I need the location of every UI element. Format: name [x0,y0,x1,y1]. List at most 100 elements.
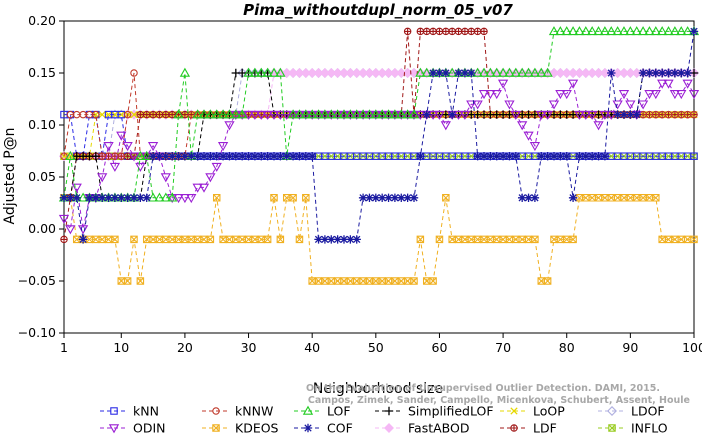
data-point [491,67,502,77]
data-point [510,67,521,77]
legend-item-knn: kNN [100,404,159,419]
data-point [295,235,304,244]
data-point [384,406,394,416]
data-point [141,150,152,160]
data-point [198,109,210,119]
data-point [593,121,604,131]
data-point [676,90,687,100]
data-point [211,109,222,119]
data-point [416,27,425,36]
legend-item-lof: LOF [294,404,351,419]
data-point [109,162,121,172]
data-point [485,67,496,77]
data-point [136,110,145,119]
data-point [135,162,146,172]
data-point [517,121,528,131]
data-point [262,110,273,120]
data-point [65,225,76,235]
legend-label: LDOF [631,404,665,419]
data-point [637,26,649,36]
data-point [301,152,311,161]
data-point [650,26,661,36]
data-point [212,424,220,432]
data-point [688,90,700,100]
x-tick-label: 10 [113,340,129,355]
data-point [346,235,355,244]
data-point [606,110,617,120]
y-tick-label: 0.20 [28,13,56,28]
data-point [358,193,368,202]
data-point [669,26,681,36]
data-point [281,110,292,120]
data-point [237,109,248,119]
data-point [461,27,469,36]
series-layer [58,26,700,285]
data-point [111,235,119,244]
data-point [491,90,502,100]
data-point [130,110,138,119]
legend-label: SimplifiedLOF [408,404,494,419]
data-point [530,193,540,202]
data-point [263,235,272,244]
legend-item-simplifiedlof: SimplifiedLOF [375,404,494,419]
legend-item-fastabod: FastABOD [375,421,470,434]
data-point [472,67,483,77]
data-point [206,235,215,244]
data-point [206,152,215,161]
data-point [173,194,184,204]
data-point [275,67,286,77]
data-point [136,193,145,202]
data-point [447,110,457,119]
data-point [612,100,623,110]
legend-item-ldof: LDOF [598,404,665,419]
data-point [326,109,337,119]
data-point [307,109,318,119]
data-point [180,152,190,161]
data-point [211,162,222,172]
data-point [104,193,113,202]
data-point [250,152,260,161]
data-point [416,152,425,161]
data-point [504,100,515,110]
data-point [262,67,273,77]
data-point [580,26,591,36]
data-point [574,110,585,120]
data-point [402,109,413,119]
data-point [192,109,203,119]
data-point [282,152,291,161]
watermark-line-2: Campos, Zimek, Sander, Campello, Micenko… [308,395,690,406]
data-point [303,423,313,433]
data-point [302,194,310,202]
data-point [135,150,146,160]
data-point [58,214,70,224]
data-point [397,193,406,202]
data-point [270,194,278,202]
data-point [510,424,518,432]
data-point [104,110,113,119]
data-point [657,79,668,89]
data-point [523,67,534,77]
data-point [657,68,667,78]
data-point [606,26,617,36]
data-point [224,121,235,131]
data-point [618,90,630,100]
data-point [160,192,171,202]
data-point [575,152,584,161]
data-point [466,100,477,110]
data-point [523,131,534,141]
data-point [574,26,585,36]
data-point [549,152,559,161]
data-point [161,152,171,161]
data-point [295,152,304,161]
data-point [600,152,610,161]
data-point [307,152,317,161]
data-point [682,26,693,36]
data-point [136,277,145,285]
data-point [268,110,280,120]
data-point [327,235,336,244]
data-point [517,193,527,202]
data-point [625,26,636,36]
series-cof [59,27,699,244]
data-point [644,26,655,36]
